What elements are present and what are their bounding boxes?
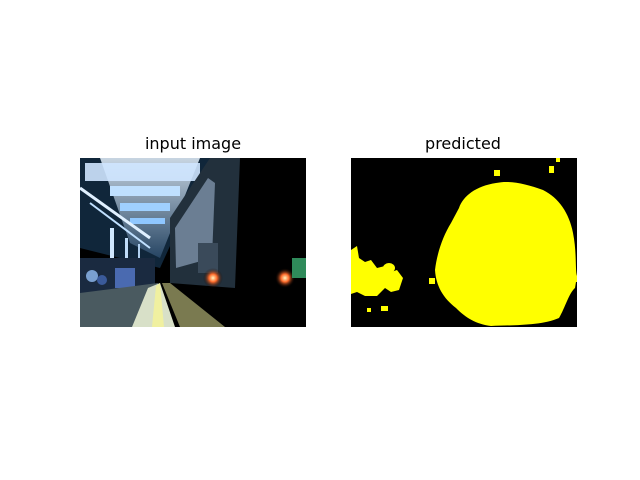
predicted-mask-image — [351, 158, 577, 327]
input-image-title: input image — [144, 134, 242, 153]
input-image — [80, 158, 306, 327]
input-image-photo — [80, 158, 306, 327]
predicted-mask — [351, 158, 577, 327]
predicted-title: predicted — [425, 134, 501, 153]
